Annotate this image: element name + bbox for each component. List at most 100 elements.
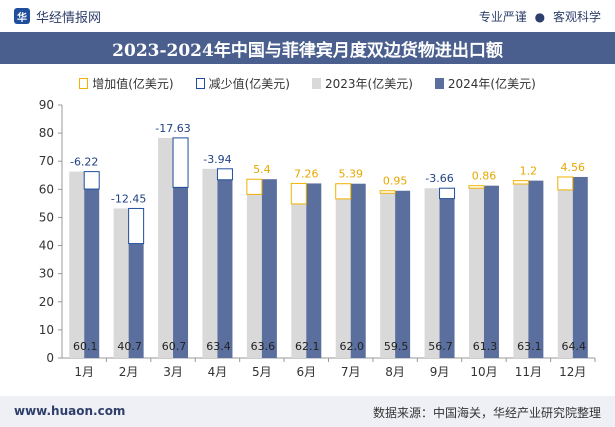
value-label-2024: 62.0 (339, 340, 364, 353)
value-label-2024: 60.7 (162, 340, 187, 353)
tagline-right: 客观科学 (552, 10, 601, 24)
legend-decrease-label: 减少值(亿美元) (208, 76, 290, 91)
x-tick-label: 3月 (163, 365, 183, 379)
value-label-2024: 63.1 (517, 340, 542, 353)
x-tick-label: 10月 (470, 365, 497, 379)
y-tick-label: 40 (39, 239, 54, 253)
y-tick-label: 70 (39, 154, 54, 168)
x-tick-label: 9月 (430, 365, 450, 379)
change-label: 0.86 (472, 170, 497, 183)
bar-2024 (128, 243, 144, 358)
legend-increase: 增加值(亿美元) (79, 74, 174, 92)
bar-2024 (306, 183, 322, 358)
footer: www.huaon.com 数据来源：中国海关，华经产业研究院整理 (0, 396, 615, 427)
x-tick-label: 5月 (252, 365, 272, 379)
increase-box (468, 185, 485, 189)
chart-title-bar: 2023-2024年中国与菲律宾月度双边货物进出口额 (0, 32, 615, 64)
value-label-2024: 64.4 (562, 340, 587, 353)
legend-2023-swatch (311, 77, 321, 89)
bar-2023 (424, 188, 440, 358)
bar-2023 (246, 194, 262, 358)
chart-title: 2023-2024年中国与菲律宾月度双边货物进出口额 (112, 40, 503, 61)
value-label-2024: 40.7 (117, 340, 142, 353)
decrease-box (83, 171, 100, 190)
tagline-separator: ● (534, 10, 546, 24)
brand-name: 华经情报网 (36, 10, 102, 26)
bar-2024 (439, 198, 455, 358)
y-tick-label: 80 (39, 126, 54, 140)
value-label-2024: 63.4 (206, 340, 231, 353)
x-tick-label: 11月 (515, 365, 542, 379)
value-label-2024: 60.1 (73, 340, 98, 353)
legend-increase-label: 增加值(亿美元) (92, 76, 174, 91)
change-label: 4.56 (561, 161, 586, 174)
bar-2024 (350, 183, 366, 358)
brand-logo-icon: 华 (14, 8, 30, 24)
x-tick-label: 2月 (119, 365, 139, 379)
footer-site: www.huaon.com (14, 404, 126, 418)
y-tick-label: 90 (39, 98, 54, 112)
legend-decrease: 减少值(亿美元) (195, 74, 290, 92)
bar-2023 (158, 137, 174, 358)
bar-2024 (173, 187, 189, 358)
legend-increase-swatch (79, 77, 89, 89)
change-label: 7.26 (294, 167, 319, 180)
brand: 华 华经情报网 (14, 7, 102, 26)
x-tick-label: 12月 (559, 365, 586, 379)
bar-2023 (335, 198, 351, 358)
bar-chart: 0 10 20 30 40 50 60 70 80 90 -6.22 60.1 1月 -12.45 40.7… (39, 98, 596, 379)
legend-2024: 2024年(亿美元) (434, 74, 536, 92)
change-label: 1.2 (520, 165, 538, 178)
change-label: -3.94 (203, 153, 231, 166)
value-label-2024: 59.5 (384, 340, 409, 353)
bar-2023 (113, 208, 129, 358)
bar-2023 (202, 168, 218, 358)
y-tick-label: 10 (39, 323, 54, 337)
tagline: 专业严谨 ● 客观科学 (479, 8, 601, 25)
bar-2024 (217, 179, 233, 358)
decrease-box (439, 187, 456, 200)
bar-2023 (513, 183, 529, 358)
change-label: -12.45 (111, 192, 146, 205)
bar-2024 (84, 189, 100, 358)
increase-box (512, 180, 529, 185)
bar-2023 (380, 193, 396, 358)
bar-2024 (528, 180, 544, 358)
value-label-2024: 63.6 (251, 340, 276, 353)
change-label: -3.66 (425, 172, 453, 185)
y-tick-label: 50 (39, 210, 54, 224)
y-tick-label: 0 (46, 351, 54, 365)
legend-2023-label: 2023年(亿美元) (324, 76, 413, 91)
footer-source: 数据来源：中国海关，华经产业研究院整理 (372, 406, 601, 420)
bar-2023 (69, 171, 85, 358)
bar-2023 (291, 203, 307, 358)
increase-box (290, 182, 307, 205)
x-tick-label: 7月 (341, 365, 361, 379)
y-tick-label: 30 (39, 267, 54, 281)
x-tick-label: 4月 (208, 365, 228, 379)
increase-box (557, 176, 574, 191)
bar-2024 (261, 179, 277, 358)
increase-box (246, 178, 263, 195)
decrease-box (128, 207, 145, 245)
decrease-box (216, 168, 233, 181)
increase-box (335, 183, 352, 200)
top-bar: 华 华经情报网 专业严谨 ● 客观科学 (0, 0, 615, 32)
chart-legend: 增加值(亿美元) 减少值(亿美元) 2023年(亿美元) 2024年(亿美元) (0, 74, 615, 92)
legend-2024-label: 2024年(亿美元) (447, 76, 536, 91)
change-label: 0.95 (383, 175, 408, 188)
value-label-2024: 61.3 (473, 340, 498, 353)
legend-2024-swatch (434, 77, 444, 89)
x-tick-label: 1月 (74, 365, 94, 379)
x-tick-label: 6月 (296, 365, 316, 379)
bar-2023 (557, 189, 573, 358)
decrease-box (172, 137, 189, 188)
increase-box (379, 190, 396, 194)
change-label: 5.39 (338, 168, 363, 181)
change-label: -6.22 (70, 156, 98, 169)
y-tick-label: 60 (39, 182, 54, 196)
bar-2024 (483, 185, 499, 358)
x-tick-label: 8月 (385, 365, 405, 379)
legend-decrease-swatch (195, 77, 205, 89)
change-label: -17.63 (155, 122, 190, 135)
